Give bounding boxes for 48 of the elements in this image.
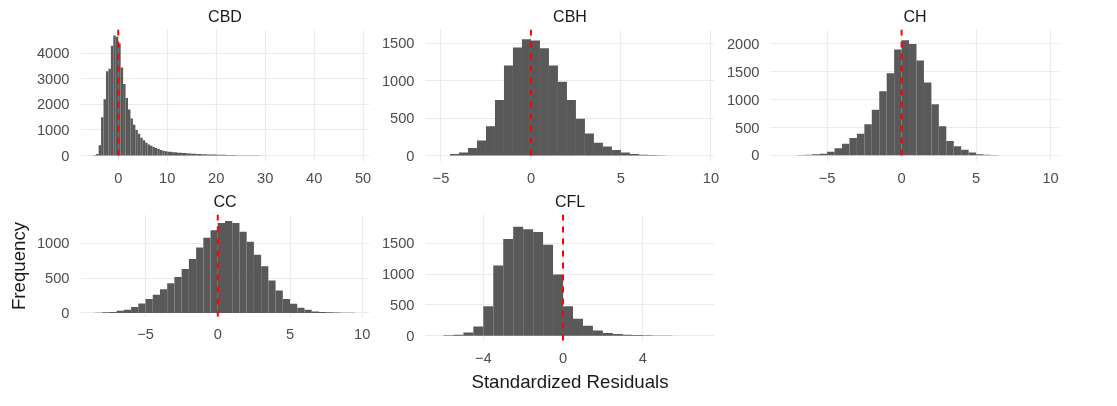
x-tick-label: 40 (306, 169, 323, 186)
x-axis-title: Standardized Residuals (471, 370, 669, 392)
x-tick-label: −5 (137, 325, 154, 342)
x-tick-label: 5 (616, 169, 626, 186)
x-tick-label: 50 (354, 169, 372, 186)
y-tick-label: 500 (390, 296, 415, 313)
x-tick-label: 10 (159, 169, 176, 186)
y-tick-label: 500 (45, 270, 70, 287)
y-tick-label: 1500 (381, 235, 415, 252)
x-tick-label: 5 (972, 169, 981, 186)
y-tick-label: 1000 (36, 121, 70, 138)
x-tick-label: 0 (558, 349, 568, 366)
chart-title: CBD (208, 7, 242, 25)
x-tick-label: −4 (474, 349, 492, 366)
x-tick-label: 5 (285, 325, 295, 342)
y-tick-label: 0 (61, 147, 70, 164)
x-tick-label: 30 (257, 169, 274, 186)
y-tick-label: 2000 (726, 35, 760, 52)
y-tick-label: 0 (751, 147, 760, 164)
x-tick-label: 20 (208, 169, 225, 186)
y-tick-label: 0 (406, 147, 415, 164)
x-tick-label: 0 (213, 325, 222, 342)
y-tick-label: 4000 (36, 45, 70, 62)
y-tick-label: 1500 (726, 63, 760, 80)
chart-title: CFL (554, 192, 586, 210)
y-axis-title: Frequency (7, 221, 29, 311)
y-tick-label: 1000 (381, 266, 415, 283)
x-tick-label: 0 (526, 169, 536, 186)
y-tick-label: 1000 (726, 91, 760, 108)
x-tick-label: 0 (114, 169, 123, 186)
x-tick-label: −5 (818, 169, 836, 186)
chart-title: CH (903, 7, 927, 25)
x-tick-label: 0 (897, 169, 906, 186)
y-tick-label: 3000 (36, 70, 70, 87)
y-tick-label: 1000 (36, 235, 70, 252)
y-tick-label: 1500 (381, 35, 415, 51)
y-tick-label: 500 (735, 119, 760, 136)
y-tick-label: 500 (390, 110, 415, 126)
chart-title: CBH (553, 7, 587, 25)
y-tick-label: 1000 (381, 72, 415, 89)
x-tick-label: 10 (702, 169, 720, 186)
y-tick-label: 2000 (36, 96, 70, 113)
x-tick-label: 4 (638, 349, 647, 366)
y-tick-label: 0 (61, 304, 70, 321)
chart-title: CC (213, 192, 237, 210)
x-tick-label: 10 (1042, 169, 1059, 186)
x-tick-label: 10 (354, 325, 371, 342)
x-tick-label: −5 (432, 169, 450, 186)
